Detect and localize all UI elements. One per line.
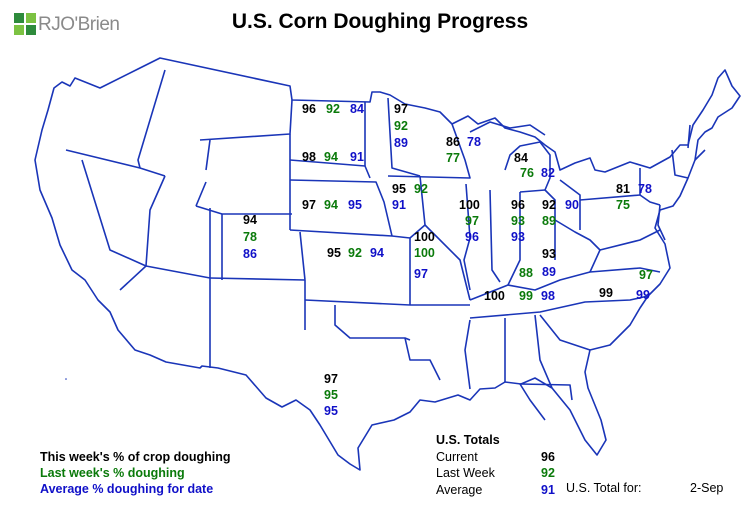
tn-average: 98: [541, 289, 555, 303]
in-average: 93: [511, 230, 525, 244]
mo-average: 97: [414, 267, 428, 281]
ne-current: 97: [302, 198, 316, 212]
ne-last-week: 94: [324, 198, 338, 212]
nc-average: 99: [636, 288, 650, 302]
wi-last-week: 77: [446, 151, 460, 165]
oh-current: 92: [542, 198, 556, 212]
il-current: 100: [459, 198, 480, 212]
sd-last-week: 94: [324, 150, 338, 164]
mi-last-week: 76: [520, 166, 534, 180]
nd-last-week: 92: [326, 102, 340, 116]
totals-name: Average: [436, 482, 483, 497]
pa-current: 81: [616, 182, 630, 196]
oh-last-week: 89: [542, 214, 556, 228]
legend-last-week: Last week's % doughing: [40, 466, 185, 480]
legend-current: This week's % of crop doughing: [40, 450, 231, 464]
ky-last-week: 88: [519, 266, 533, 280]
logo-text: RJO'Brien: [38, 13, 120, 35]
totals-row-current: Current 96: [436, 449, 555, 466]
co-current: 94: [243, 213, 257, 227]
tx-current: 97: [324, 372, 338, 386]
totals-row-average: Average 91: [436, 482, 555, 499]
tx-average: 95: [324, 404, 338, 418]
wi-average: 78: [467, 135, 481, 149]
us-outline: [34, 57, 741, 471]
mn-current: 97: [394, 102, 408, 116]
map-title: U.S. Corn Doughing Progress: [231, 10, 529, 33]
totals-row-last-week: Last Week 92: [436, 465, 555, 482]
tx-last-week: 95: [324, 388, 338, 402]
ks-current: 95: [327, 246, 341, 260]
tn-current: 100: [484, 289, 505, 303]
ks-last-week: 92: [348, 246, 362, 260]
mn-last-week: 92: [394, 119, 408, 133]
sd-current: 98: [302, 150, 316, 164]
legend: This week's % of crop doughing Last week…: [40, 449, 231, 497]
us-totals: U.S. Totals Current 96 Last Week 92 Aver…: [436, 432, 555, 499]
logo-mark-icon: [14, 13, 36, 35]
nc-last-week: 97: [639, 268, 653, 282]
mi-current: 84: [514, 151, 528, 165]
il-last-week: 97: [465, 214, 479, 228]
ky-average: 89: [542, 265, 556, 279]
tn-last-week: 99: [519, 289, 533, 303]
totals-heading: U.S. Totals: [436, 433, 500, 447]
ky-current: 93: [542, 247, 556, 261]
ia-average: 91: [392, 198, 406, 212]
sd-average: 91: [350, 150, 364, 164]
pa-average: 78: [638, 182, 652, 196]
ks-average: 94: [370, 246, 384, 260]
legend-average: Average % doughing for date: [40, 482, 214, 496]
totals-value: 96: [541, 449, 555, 464]
mi-average: 82: [541, 166, 555, 180]
totals-date: 2-Sep: [690, 481, 724, 495]
totals-name: Last Week: [436, 466, 495, 480]
totals-name: Current: [436, 449, 478, 464]
wi-current: 86: [446, 135, 460, 149]
ia-current: 95: [392, 182, 406, 196]
pa-last-week: 75: [616, 198, 630, 212]
nc-current: 99: [599, 286, 613, 300]
totals-value: 92: [541, 466, 555, 480]
oh-average: 90: [565, 198, 579, 212]
brand-logo: RJO'Brien: [14, 10, 120, 38]
totals-value: 91: [541, 482, 555, 497]
in-last-week: 93: [511, 214, 525, 228]
ne-average: 95: [348, 198, 362, 212]
mn-average: 89: [394, 136, 408, 150]
mo-last-week: 100: [414, 246, 435, 260]
mo-current: 100: [414, 230, 435, 244]
nd-current: 96: [302, 102, 316, 116]
ia-last-week: 92: [414, 182, 428, 196]
in-current: 96: [511, 198, 525, 212]
totals-date-label: U.S. Total for:: [566, 481, 642, 495]
co-last-week: 78: [243, 230, 257, 244]
nd-average: 84: [350, 102, 364, 116]
il-average: 96: [465, 230, 479, 244]
co-average: 86: [243, 247, 257, 261]
